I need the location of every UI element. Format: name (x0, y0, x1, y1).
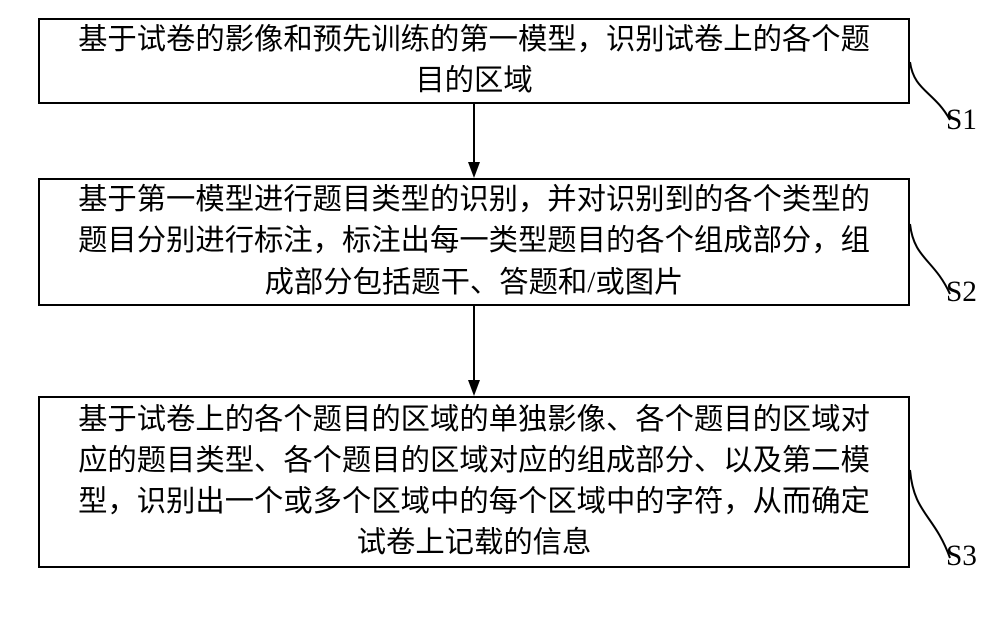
flowchart-node-s1: 基于试卷的影像和预先训练的第一模型，识别试卷上的各个题目的区域 (38, 18, 910, 104)
arrow-s2-s3 (464, 306, 484, 396)
step-label-s1: S1 (946, 104, 977, 137)
brace-s3 (910, 470, 950, 558)
node-text: 基于试卷上的各个题目的区域的单独影像、各个题目的区域对应的题目类型、各个题目的区… (40, 396, 908, 568)
step-label-s2: S2 (946, 276, 977, 309)
flowchart-canvas: 基于试卷的影像和预先训练的第一模型，识别试卷上的各个题目的区域 S1 基于第一模… (0, 0, 1000, 627)
node-text: 基于试卷的影像和预先训练的第一模型，识别试卷上的各个题目的区域 (40, 16, 908, 106)
step-label-s3: S3 (946, 540, 977, 573)
arrow-s1-s2 (464, 104, 484, 178)
flowchart-node-s3: 基于试卷上的各个题目的区域的单独影像、各个题目的区域对应的题目类型、各个题目的区… (38, 396, 910, 568)
brace-s1 (910, 62, 950, 120)
flowchart-node-s2: 基于第一模型进行题目类型的识别，并对识别到的各个类型的题目分别进行标注，标注出每… (38, 178, 910, 306)
brace-s2 (910, 224, 950, 294)
node-text: 基于第一模型进行题目类型的识别，并对识别到的各个类型的题目分别进行标注，标注出每… (40, 176, 908, 307)
